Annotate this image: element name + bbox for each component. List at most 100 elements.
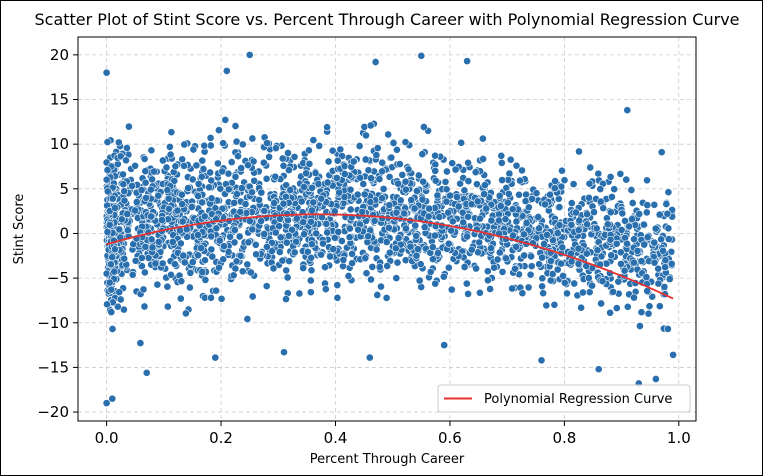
scatter-point <box>262 174 271 183</box>
scatter-point <box>378 158 387 167</box>
scatter-point <box>120 187 129 196</box>
scatter-point <box>401 138 410 146</box>
scatter-point <box>525 203 533 212</box>
scatter-point <box>138 254 146 262</box>
scatter-point <box>230 199 239 207</box>
scatter-point <box>550 184 559 193</box>
scatter-point <box>460 186 469 195</box>
scatter-point <box>547 257 555 265</box>
scatter-point <box>251 240 260 249</box>
scatter-point <box>642 273 651 281</box>
scatter-point <box>279 161 288 170</box>
scatter-point <box>215 236 224 245</box>
scatter-point <box>451 165 460 174</box>
y-tick-label: −15 <box>37 358 69 376</box>
scatter-point <box>237 184 246 192</box>
scatter-point <box>120 196 129 205</box>
scatter-point <box>206 141 215 150</box>
scatter-point <box>360 123 369 131</box>
scatter-point <box>458 208 467 217</box>
scatter-point <box>527 252 535 261</box>
scatter-point <box>391 244 400 253</box>
scatter-point <box>103 228 112 236</box>
scatter-point <box>588 281 596 290</box>
scatter-point <box>473 197 482 206</box>
scatter-point <box>139 285 148 294</box>
scatter-point <box>527 262 536 271</box>
scatter-point <box>194 231 202 239</box>
scatter-point <box>312 229 321 238</box>
scatter-point <box>163 186 172 194</box>
scatter-point <box>180 161 188 170</box>
scatter-point <box>165 204 173 213</box>
scatter-point <box>200 212 209 221</box>
y-tick-label: 5 <box>59 180 69 198</box>
scatter-point <box>247 268 255 277</box>
scatter-point <box>665 275 674 283</box>
scatter-point <box>300 230 308 239</box>
scatter-point <box>622 175 631 184</box>
scatter-point <box>660 283 669 291</box>
scatter-point <box>512 243 520 251</box>
scatter-point <box>548 270 557 278</box>
x-tick-label: 0.6 <box>438 429 462 447</box>
scatter-point <box>575 147 583 156</box>
scatter-point <box>614 277 623 286</box>
scatter-points <box>102 51 677 407</box>
scatter-point <box>103 138 112 146</box>
y-tick-label: 15 <box>50 91 69 109</box>
scatter-point <box>538 253 546 262</box>
scatter-point <box>147 185 155 194</box>
scatter-point <box>447 226 456 235</box>
scatter-point <box>637 308 646 317</box>
scatter-point <box>260 206 269 215</box>
scatter-point <box>664 325 672 333</box>
scatter-point <box>392 208 401 217</box>
scatter-point <box>372 245 381 254</box>
scatter-point <box>250 176 259 185</box>
scatter-point <box>186 283 194 292</box>
scatter-point <box>590 208 598 216</box>
scatter-point <box>508 284 516 293</box>
scatter-point <box>616 170 625 178</box>
scatter-point <box>114 138 123 147</box>
scatter-point <box>665 235 673 243</box>
scatter-point <box>153 280 162 289</box>
scatter-point <box>579 288 587 297</box>
scatter-point <box>664 224 673 233</box>
scatter-point <box>583 210 591 219</box>
scatter-point <box>358 208 367 216</box>
scatter-point <box>321 263 329 272</box>
scatter-point <box>460 263 469 271</box>
scatter-point <box>415 276 424 285</box>
y-tick-label: −10 <box>37 314 69 332</box>
scatter-point <box>463 57 471 65</box>
scatter-point <box>279 199 288 208</box>
scatter-point <box>608 193 616 201</box>
scatter-point <box>446 191 454 200</box>
scatter-point <box>464 290 472 298</box>
scatter-point <box>308 206 316 215</box>
scatter-point <box>194 192 202 200</box>
scatter-point <box>411 221 420 230</box>
scatter-point <box>383 262 392 270</box>
scatter-point <box>255 196 263 204</box>
scatter-point <box>594 365 603 374</box>
scatter-point <box>200 141 209 150</box>
scatter-point <box>198 156 207 165</box>
scatter-point <box>572 208 580 217</box>
scatter-point <box>207 176 216 185</box>
scatter-point <box>207 293 215 302</box>
scatter-point <box>401 177 410 186</box>
scatter-point <box>385 248 394 257</box>
scatter-point <box>361 254 370 263</box>
scatter-point <box>307 217 315 226</box>
scatter-point <box>635 210 644 218</box>
scatter-point <box>230 238 239 247</box>
scatter-point <box>476 214 484 223</box>
scatter-point <box>654 279 663 288</box>
scatter-point <box>603 220 612 229</box>
scatter-point <box>667 259 676 268</box>
scatter-point <box>616 248 625 257</box>
scatter-point <box>442 197 451 206</box>
